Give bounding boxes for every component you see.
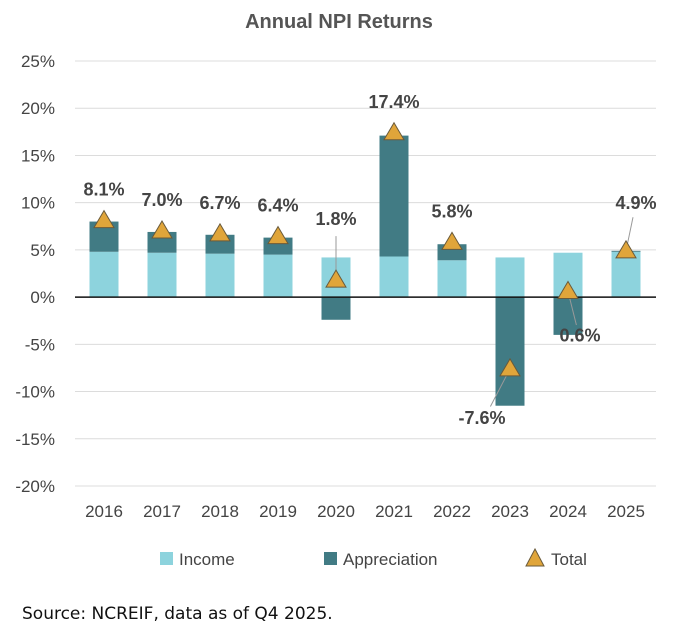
total-marker [325,269,347,288]
income-bar [263,254,293,298]
total-marker [93,209,115,229]
total-marker [499,357,521,377]
chart: Annual NPI Returns 25% 20% 15% 10% 5% 0% -5% -10… [15,11,656,569]
y-tick-label: -15% [15,430,55,449]
total-marker [267,225,289,245]
appreciation-bar [553,297,583,335]
y-tick-label: -5% [25,335,55,354]
total-marker [151,220,173,239]
income-bar [147,252,177,298]
total-marker [441,231,463,250]
income-bar [379,256,409,298]
x-tick-label: 2022 [433,502,471,521]
source-note: Source: NCREIF, data as of Q4 2025. [22,604,333,624]
x-tick-label: 2023 [491,502,529,521]
total-data-label: 7.0% [141,190,182,210]
y-tick-label: -10% [15,383,55,402]
income-bar [89,251,119,298]
legend-income-swatch [160,552,173,565]
total-data-label: -7.6% [458,408,505,428]
total-data-label: 0.6% [559,325,600,345]
appreciation-bar [379,135,409,257]
y-tick-label: 20% [21,99,55,118]
total-marker [557,280,579,299]
total-marker [615,239,637,259]
x-tick-label: 2018 [201,502,239,521]
legend-total-marker [525,547,545,567]
appreciation-bar [321,297,351,320]
total-marker [209,222,231,242]
total-data-label: 6.4% [257,196,298,216]
x-tick-label: 2021 [375,502,413,521]
x-tick-label: 2024 [549,502,587,521]
x-tick-label: 2019 [259,502,297,521]
y-tick-label: 0% [30,288,55,307]
chart-title: Annual NPI Returns [245,11,433,33]
total-data-label: 5.8% [431,201,472,221]
income-bar [611,251,641,298]
y-tick-label: -20% [15,477,55,496]
income-bar [205,253,235,298]
y-tick-label: 5% [30,241,55,260]
x-tick-label: 2016 [85,502,123,521]
y-tick-label: 25% [21,52,55,71]
total-data-label: 4.9% [615,193,656,213]
legend-income-label: Income [179,550,235,569]
x-tick-label: 2020 [317,502,355,521]
y-tick-label: 15% [21,146,55,165]
total-data-label: 6.7% [199,193,240,213]
legend-appreciation-swatch [324,552,337,565]
income-bar [437,260,467,298]
x-tick-label: 2025 [607,502,645,521]
x-tick-label: 2017 [143,502,181,521]
legend-appreciation-label: Appreciation [343,550,438,569]
total-marker [383,121,405,141]
income-bar [495,257,525,298]
legend-total-label: Total [551,550,587,569]
total-data-label: 8.1% [83,180,124,200]
total-data-label: 1.8% [315,209,356,229]
y-tick-label: 10% [21,194,55,213]
total-data-label: 17.4% [368,92,419,112]
